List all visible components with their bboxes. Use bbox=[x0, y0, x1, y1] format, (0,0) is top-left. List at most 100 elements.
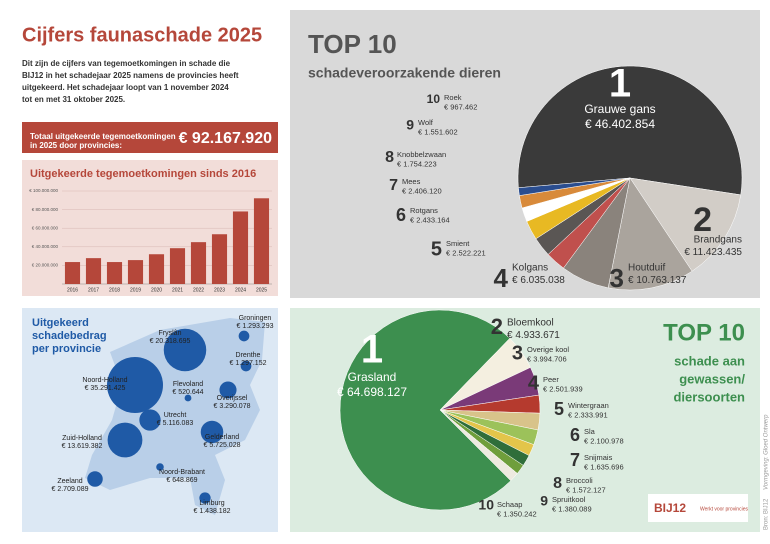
province-value: € 5.725.028 bbox=[204, 442, 241, 449]
logo: BIJ12 bbox=[654, 501, 686, 515]
slice-value: € 11.423.435 bbox=[684, 247, 742, 258]
rank: 10 bbox=[427, 92, 441, 106]
rank: 9 bbox=[540, 493, 548, 509]
slice-value: € 2.100.978 bbox=[584, 436, 624, 445]
rank: 6 bbox=[570, 425, 580, 445]
province-name: Fryslân bbox=[159, 330, 182, 337]
province-name: Flevoland bbox=[173, 381, 203, 388]
x-tick-label: 2019 bbox=[130, 287, 141, 293]
slice-value: € 2.501.939 bbox=[543, 384, 583, 393]
bubble bbox=[107, 422, 143, 458]
source: Bron: BIJ12 bbox=[764, 498, 770, 530]
slice-value: € 1.635.696 bbox=[584, 462, 624, 471]
rank: 4 bbox=[494, 263, 509, 293]
slice-name: Grauwe gans bbox=[584, 102, 655, 116]
y-tick-label: € 60.000.000 bbox=[32, 225, 59, 230]
intro-line: uitgekeerd. Het schadejaar loopt van 1 n… bbox=[22, 83, 229, 92]
bubble bbox=[219, 381, 237, 399]
bar-title: Uitgekeerde tegemoetkomingen sinds 2016 bbox=[30, 168, 256, 180]
pie-slice bbox=[607, 177, 693, 291]
slice-value: € 1.754.223 bbox=[397, 159, 437, 168]
bar bbox=[190, 242, 207, 284]
rank: 5 bbox=[431, 238, 442, 260]
province-value: € 35.291.425 bbox=[85, 385, 126, 392]
province-name: Noord-Brabant bbox=[159, 469, 205, 476]
slice-name: Bloemkool bbox=[507, 318, 554, 329]
x-tick-label: 2023 bbox=[214, 287, 225, 293]
province-name: Groningen bbox=[239, 315, 272, 322]
total-label: in 2025 door provincies: bbox=[30, 141, 122, 150]
bubble bbox=[156, 463, 164, 471]
rank: 9 bbox=[406, 117, 414, 133]
animal-subtitle: schadeveroorzakende dieren bbox=[308, 65, 501, 81]
rank: 2 bbox=[491, 314, 503, 339]
province-name: Limburg bbox=[199, 500, 224, 507]
rank: 3 bbox=[512, 342, 523, 364]
province-value: € 1.297.152 bbox=[230, 360, 267, 367]
bar bbox=[211, 234, 228, 284]
slice-name: Snijmais bbox=[584, 453, 613, 462]
bar bbox=[85, 258, 102, 284]
bar bbox=[169, 248, 186, 284]
province-value: € 20.318.695 bbox=[150, 338, 191, 345]
province-name: Zeeland bbox=[57, 478, 82, 485]
province-name: Utrecht bbox=[164, 412, 187, 419]
slice-value: € 1.350.242 bbox=[497, 509, 537, 518]
x-tick-label: 2018 bbox=[109, 287, 120, 293]
slice-name: Knobbelzwaan bbox=[397, 150, 446, 159]
map-title: schadebedrag bbox=[32, 330, 107, 342]
crop-subtitle: schade aan bbox=[674, 353, 745, 368]
y-tick-label: € 40.000.000 bbox=[32, 244, 59, 249]
slice-name: Sla bbox=[584, 427, 596, 436]
pie-slice bbox=[518, 177, 631, 196]
y-tick-label: € 20.000.000 bbox=[32, 263, 59, 268]
bar bbox=[148, 254, 165, 284]
x-tick-label: 2021 bbox=[172, 287, 183, 293]
slice-name: Smient bbox=[446, 239, 470, 248]
province-name: Zuid-Holland bbox=[62, 435, 102, 442]
province-name: Noord-Holland bbox=[82, 377, 127, 384]
x-tick-label: 2022 bbox=[193, 287, 204, 293]
total-label: Totaal uitgekeerde tegemoetkomingen bbox=[30, 132, 176, 141]
slice-value: € 2.433.164 bbox=[410, 215, 450, 224]
province-value: € 13.619.382 bbox=[62, 443, 103, 450]
intro-line: Dit zijn de cijfers van tegemoetkomingen… bbox=[22, 59, 231, 68]
bubble bbox=[238, 330, 250, 342]
slice-name: Houtduif bbox=[628, 263, 665, 274]
province-name: Overijssel bbox=[217, 395, 248, 402]
slice-value: € 46.402.854 bbox=[585, 117, 655, 131]
slice-name: Brandgans bbox=[694, 235, 742, 246]
bubble bbox=[199, 492, 211, 504]
slice-value: € 64.698.127 bbox=[337, 385, 407, 399]
rank: 8 bbox=[385, 149, 394, 166]
slice-value: € 1.551.602 bbox=[418, 127, 458, 136]
bubble bbox=[163, 328, 207, 372]
province-value: € 3.290.078 bbox=[214, 403, 251, 410]
slice-value: € 3.994.706 bbox=[527, 354, 567, 363]
slice-name: Grasland bbox=[348, 370, 397, 384]
total-value: € 92.167.920 bbox=[179, 130, 273, 147]
slice-value: € 10.763.137 bbox=[628, 275, 687, 286]
bubble bbox=[139, 409, 161, 431]
intro-line: BIJ12 in het schadejaar 2025 namens de p… bbox=[22, 71, 239, 80]
y-tick-label: € 100.000.000 bbox=[29, 188, 58, 193]
province-name: Gelderland bbox=[205, 434, 239, 441]
slice-name: Wolf bbox=[418, 118, 434, 127]
rank: 7 bbox=[389, 177, 398, 194]
total-box bbox=[22, 122, 278, 153]
bubble bbox=[184, 394, 192, 402]
province-value: € 1.293.293 bbox=[237, 323, 274, 330]
bubble bbox=[240, 360, 252, 372]
slice-value: € 2.406.120 bbox=[402, 186, 442, 195]
x-tick-label: 2016 bbox=[67, 287, 78, 293]
slice-name: Roek bbox=[444, 93, 462, 102]
map-title: Uitgekeerd bbox=[32, 317, 89, 329]
province-value: € 520.644 bbox=[172, 389, 203, 396]
rank: 1 bbox=[609, 62, 631, 106]
slice-value: € 2.333.991 bbox=[568, 410, 608, 419]
x-tick-label: 2025 bbox=[256, 287, 267, 293]
bar bbox=[64, 262, 81, 284]
crop-subtitle: diersoorten bbox=[673, 389, 745, 404]
rank: 6 bbox=[396, 205, 406, 225]
pie-slice bbox=[439, 409, 518, 482]
